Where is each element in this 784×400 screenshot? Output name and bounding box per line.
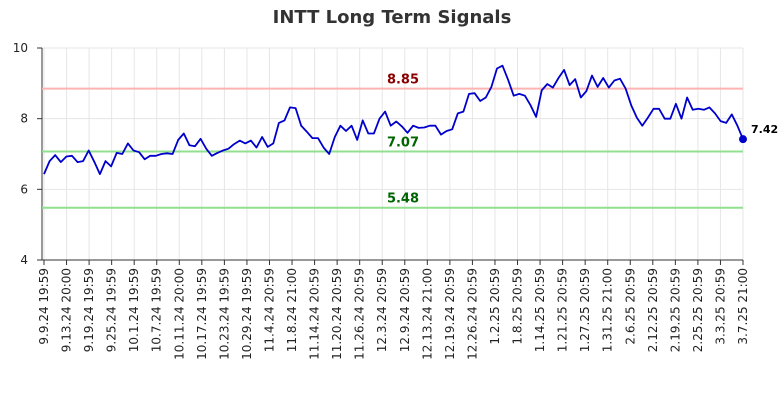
x-tick-label: 10.11.24 20:00 <box>172 268 186 360</box>
x-tick-label: 10.23.24 19:59 <box>217 268 231 360</box>
x-tick-label: 12.26.24 20:59 <box>465 268 479 360</box>
x-tick-label: 3.3.25 20:59 <box>713 268 727 345</box>
x-tick-label: 11.8.24 21:00 <box>285 268 299 352</box>
x-tick-label: 1.8.25 20:59 <box>511 268 525 345</box>
x-tick-label: 9.19.24 19:59 <box>82 268 96 352</box>
x-tick-label: 2.12.25 20:59 <box>646 268 660 352</box>
x-tick-label: 12.9.24 20:59 <box>398 268 412 352</box>
x-tick-label: 10.29.24 19:59 <box>240 268 254 360</box>
reference-line-label: 7.07 <box>387 136 419 151</box>
x-tick-label: 1.31.25 21:00 <box>601 268 615 352</box>
x-tick-label: 1.21.25 20:59 <box>556 268 570 352</box>
x-tick-label: 9.25.24 19:59 <box>105 268 119 352</box>
x-tick-label: 2.19.25 20:59 <box>668 268 682 352</box>
x-tick-label: 2.6.25 20:59 <box>623 268 637 345</box>
x-tick-label: 2.25.25 20:59 <box>691 268 705 352</box>
last-value-label: 7.42 <box>751 123 778 136</box>
x-tick-label: 11.20.24 20:59 <box>330 268 344 360</box>
x-tick-label: 11.14.24 20:59 <box>308 268 322 360</box>
reference-line-label: 8.85 <box>387 73 419 88</box>
x-tick-label: 10.1.24 19:59 <box>127 268 141 352</box>
y-tick-label: 8 <box>20 112 28 126</box>
x-tick-label: 1.27.25 20:59 <box>578 268 592 352</box>
y-tick-label: 6 <box>20 182 28 196</box>
price-series-line <box>43 64 744 176</box>
x-tick-label: 1.14.25 20:59 <box>533 268 547 352</box>
chart-title: INTT Long Term Signals <box>272 7 512 28</box>
x-tick-label: 12.13.24 21:00 <box>420 268 434 360</box>
x-tick-label: 1.2.25 20:59 <box>488 268 502 345</box>
x-tick-label: 10.17.24 19:59 <box>195 268 209 360</box>
y-tick-label: 4 <box>20 253 28 267</box>
reference-line-label: 5.48 <box>387 192 419 207</box>
x-tick-label: 10.7.24 19:59 <box>150 268 164 352</box>
y-tick-label: 10 <box>13 41 28 55</box>
x-tick-label: 11.26.24 20:59 <box>353 268 367 360</box>
x-tick-label: 9.9.24 19:59 <box>37 268 51 345</box>
x-tick-label: 11.4.24 20:59 <box>262 268 276 352</box>
x-tick-label: 12.3.24 20:59 <box>375 268 389 352</box>
x-tick-label: 12.19.24 20:59 <box>443 268 457 360</box>
last-value-marker <box>739 135 747 144</box>
x-tick-label: 3.7.25 21:00 <box>736 268 750 345</box>
x-tick-label: 9.13.24 20:00 <box>60 268 74 352</box>
